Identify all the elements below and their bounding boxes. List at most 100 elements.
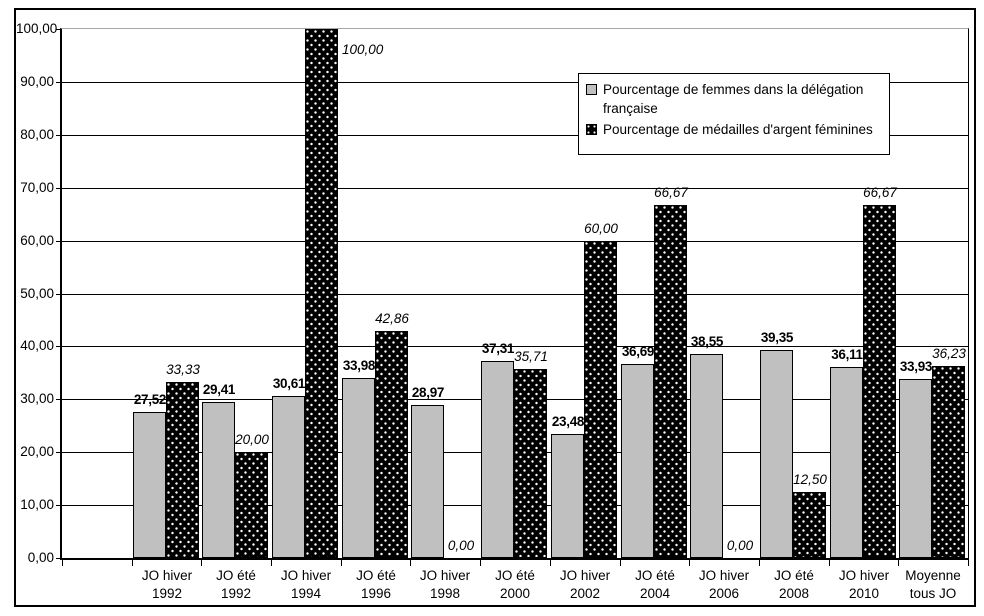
legend-swatch-argent-icon: [586, 124, 597, 135]
value-label: 37,31: [481, 341, 515, 356]
x-axis-category-label: JO été 2004: [635, 568, 675, 601]
x-axis-category-label: JO hiver 1994: [280, 568, 332, 601]
bar-femmes: [899, 379, 932, 558]
y-axis-tick-label: 60,00: [20, 233, 54, 248]
y-axis-tick: [56, 294, 62, 295]
value-label: 60,00: [584, 221, 618, 236]
y-axis-tick: [56, 29, 62, 30]
y-axis-tick: [56, 82, 62, 83]
y-axis-tick-label: 70,00: [20, 180, 54, 195]
x-axis-tick: [829, 560, 830, 566]
legend-item-femmes: Pourcentage de femmes dans la délégation…: [586, 80, 883, 118]
bar-argent: [166, 382, 199, 558]
value-label: 30,61: [272, 376, 306, 391]
y-axis-tick-label: 0,00: [27, 550, 54, 565]
chart-frame: 27,52 33,33 29,41 20,00 30,61 100,00 33,98 42,8…: [14, 8, 976, 607]
legend-label-argent: Pourcentage de médailles d'argent fémini…: [603, 122, 873, 137]
value-label: 36,69: [621, 344, 655, 359]
x-axis-tick: [132, 560, 133, 566]
gridline: [62, 346, 968, 347]
bar-femmes: [551, 434, 584, 558]
x-axis-category-label: JO hiver 2010: [838, 568, 890, 601]
x-axis-category-label: Moyenne tous JO: [905, 568, 961, 601]
y-axis-tick-label: 100,00: [16, 21, 58, 36]
bar-argent: [235, 452, 268, 558]
x-axis-category-label: JO hiver 1992: [141, 568, 193, 601]
bar-argent: [863, 205, 896, 558]
x-axis-tick: [620, 560, 621, 566]
y-axis-tick-label: 10,00: [20, 497, 54, 512]
x-axis-category-label: JO été 2008: [774, 568, 814, 601]
legend-label-femmes: Pourcentage de femmes dans la délégation…: [603, 82, 864, 116]
value-label: 33,33: [166, 362, 200, 377]
bar-argent: [375, 331, 408, 558]
legend-item-argent: Pourcentage de médailles d'argent fémini…: [586, 120, 883, 139]
value-label: 36,23: [932, 346, 966, 361]
value-label: 42,86: [375, 311, 409, 326]
x-axis-tick: [968, 560, 969, 566]
bar-femmes: [830, 367, 863, 558]
x-axis-tick: [480, 560, 481, 566]
value-label: 28,97: [411, 385, 445, 400]
value-label: 33,98: [342, 358, 376, 373]
y-axis-tick-label: 80,00: [20, 127, 54, 142]
value-label: 39,35: [760, 330, 794, 345]
value-label: 38,55: [690, 334, 724, 349]
value-label: 0,00: [447, 538, 475, 553]
value-label: 36,11: [831, 347, 863, 362]
bar-femmes: [621, 364, 654, 558]
x-axis-category-label: JO hiver 2002: [559, 568, 611, 601]
legend: Pourcentage de femmes dans la délégation…: [578, 73, 890, 155]
gridline: [62, 135, 968, 136]
bar-femmes: [202, 402, 235, 558]
value-label: 66,67: [863, 185, 897, 200]
x-axis-tick: [689, 560, 690, 566]
bar-femmes: [411, 405, 444, 558]
bar-argent: [654, 205, 687, 558]
y-axis-tick: [56, 452, 62, 453]
x-axis-tick: [759, 560, 760, 566]
bar-femmes: [690, 354, 723, 558]
bar-femmes: [342, 378, 375, 558]
gridline: [62, 294, 968, 295]
y-axis-tick: [56, 558, 62, 559]
x-axis-category-label: JO hiver 2006: [698, 568, 750, 601]
bar-argent: [514, 369, 547, 558]
x-axis-tick: [62, 560, 63, 566]
x-axis-tick: [550, 560, 551, 566]
x-axis-category-label: JO été 2000: [495, 568, 535, 601]
value-label: 23,48: [551, 414, 585, 429]
x-axis-tick: [201, 560, 202, 566]
bar-femmes: [760, 350, 793, 558]
bar-femmes: [272, 396, 305, 558]
x-axis-tick: [341, 560, 342, 566]
y-axis-tick-label: 90,00: [20, 74, 54, 89]
y-axis-tick: [56, 399, 62, 400]
x-axis-category-label: JO été 1996: [356, 568, 396, 601]
value-label: 12,50: [793, 472, 827, 487]
y-axis-tick: [56, 135, 62, 136]
x-axis-category-label: JO été 1992: [216, 568, 256, 601]
plot-area: 27,52 33,33 29,41 20,00 30,61 100,00 33,98 42,8…: [60, 28, 969, 560]
bar-femmes: [133, 412, 166, 558]
x-axis-category-label: JO hiver 1998: [419, 568, 471, 601]
value-label: 33,93: [899, 359, 933, 374]
value-label: 27,52: [133, 392, 167, 407]
value-label: 66,67: [654, 185, 688, 200]
legend-swatch-femmes-icon: [586, 84, 597, 95]
bar-argent: [932, 366, 965, 558]
y-axis-tick-label: 40,00: [20, 338, 54, 353]
value-label: 29,41: [202, 382, 236, 397]
value-label: 100,00: [342, 42, 384, 57]
gridline: [62, 188, 968, 189]
y-axis-tick-label: 50,00: [20, 286, 54, 301]
bar-argent: [793, 492, 826, 558]
y-axis-tick: [56, 505, 62, 506]
value-label: 0,00: [726, 538, 754, 553]
bar-argent: [305, 29, 338, 558]
value-label: 35,71: [514, 349, 548, 364]
x-axis-tick: [410, 560, 411, 566]
x-axis-tick: [898, 560, 899, 566]
y-axis-tick: [56, 241, 62, 242]
